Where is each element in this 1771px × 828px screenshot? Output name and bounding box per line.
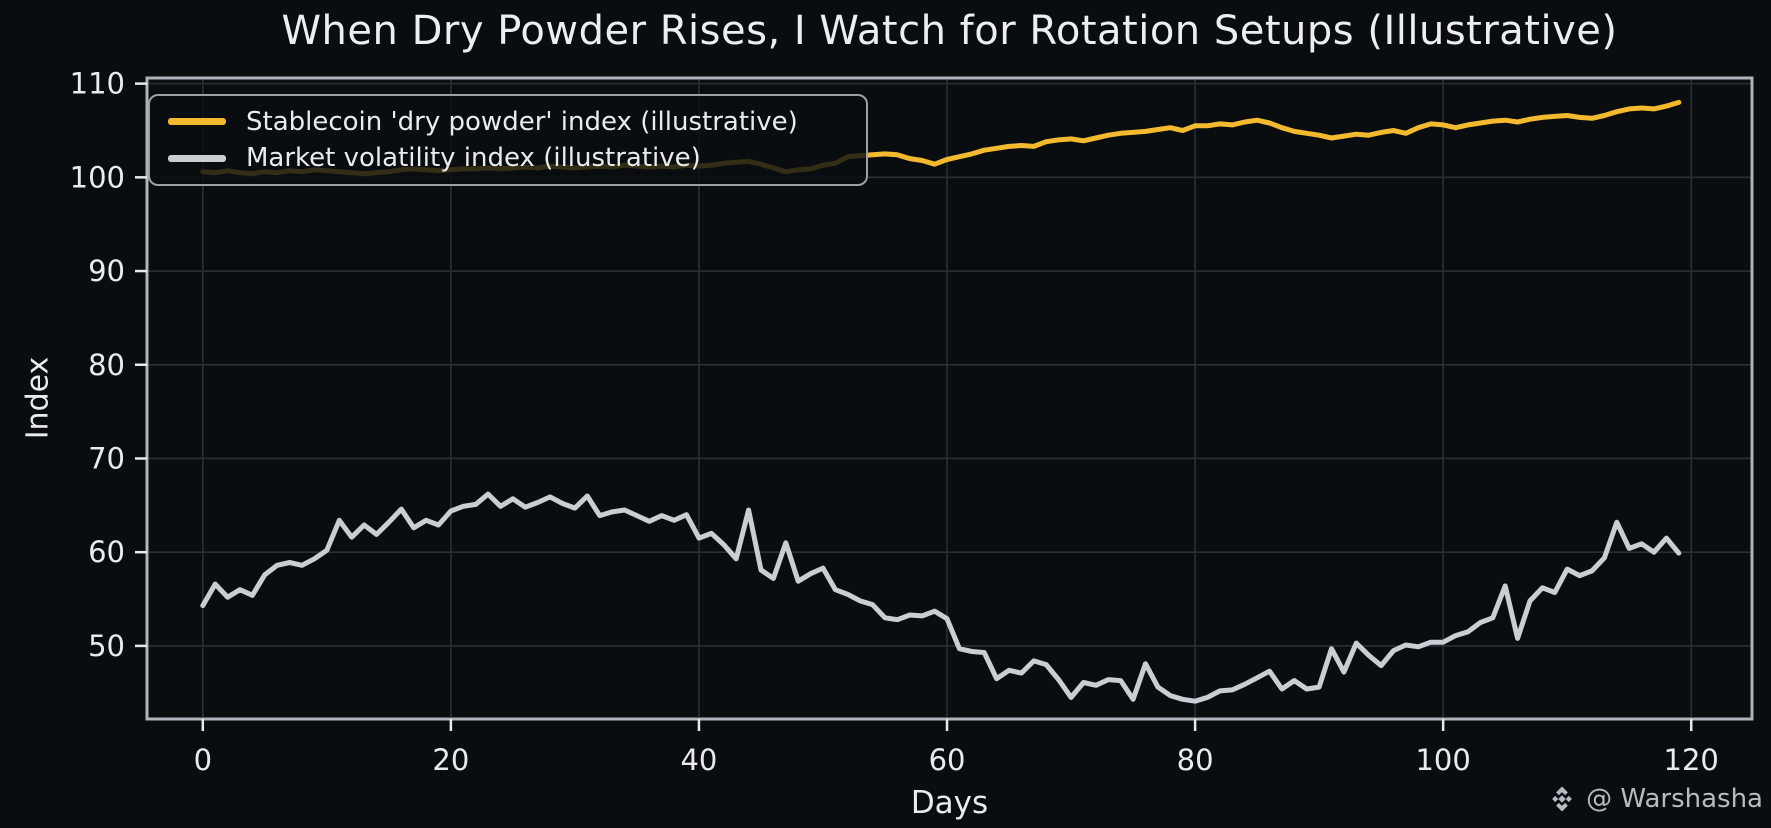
y-tick-label: 100 (70, 160, 125, 194)
legend-item-volatility: Market volatility index (illustrative) (150, 143, 866, 173)
watermark-handle: @ Warshasha (1586, 784, 1763, 814)
x-axis-label: Days (910, 785, 989, 821)
x-tick-label: 60 (929, 743, 966, 777)
legend-label-dry-powder: Stablecoin 'dry powder' index (illustrat… (246, 106, 798, 137)
tick-marks (135, 82, 1693, 731)
x-tick-label: 0 (194, 743, 212, 777)
y-tick-label: 50 (88, 629, 125, 663)
y-tick-label: 60 (88, 535, 125, 569)
y-tick-label: 90 (88, 254, 125, 288)
legend-label-volatility: Market volatility index (illustrative) (246, 143, 701, 174)
y-axis-label: Index (20, 356, 56, 440)
tick-labels: 0 20 40 60 80 100 120 50 60 70 80 90 100 110 (70, 67, 1719, 777)
binance-diamond-icon (1552, 786, 1573, 812)
y-tick-label: 80 (88, 348, 125, 382)
chart-title: When Dry Powder Rises, I Watch for Rotat… (281, 8, 1618, 54)
legend-swatch-volatility-line (168, 154, 226, 162)
watermark: @ Warshasha (1546, 783, 1763, 815)
y-tick-label: 110 (70, 67, 125, 101)
y-tick-label: 70 (88, 441, 125, 475)
x-tick-label: 120 (1664, 743, 1719, 777)
legend-item-dry-powder: Stablecoin 'dry powder' index (illustrat… (150, 107, 866, 137)
legend: Stablecoin 'dry powder' index (illustrat… (148, 94, 868, 186)
series-line-1 (200, 491, 1682, 704)
x-tick-label: 80 (1177, 743, 1214, 777)
x-tick-label: 20 (432, 743, 469, 777)
x-tick-label: 40 (680, 743, 717, 777)
x-tick-label: 100 (1415, 743, 1470, 777)
legend-swatch-dry-powder-line (168, 118, 226, 126)
plot-spines (145, 76, 1754, 721)
